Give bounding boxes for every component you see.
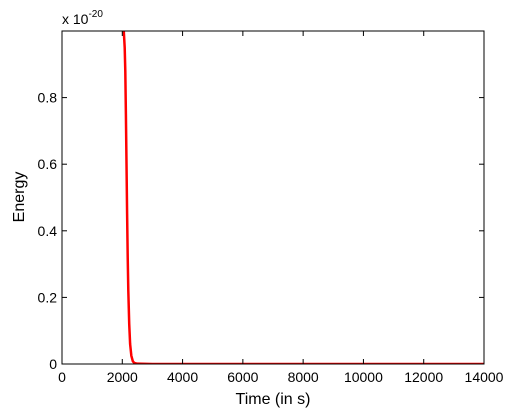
y-tick-label: 0 — [49, 356, 57, 372]
y-tick-label: 0.6 — [38, 156, 58, 172]
y-tick-label: 0.4 — [38, 223, 58, 239]
x-tick-label: 8000 — [288, 369, 319, 385]
x-tick-label: 14000 — [465, 369, 504, 385]
y-exponent-base: x 10 — [62, 11, 89, 27]
x-tick-label: 2000 — [107, 369, 138, 385]
y-exponent-label: x 10-20 — [62, 9, 103, 27]
y-axis-title: Energy — [11, 172, 28, 223]
x-tick-label: 6000 — [227, 369, 258, 385]
series-layer — [122, 31, 484, 364]
x-tick-label: 12000 — [404, 369, 443, 385]
x-axis: 0 2000 4000 6000 8000 10000 12000 14000 — [58, 31, 504, 385]
y-tick-label: 0.2 — [38, 289, 58, 305]
x-tick-label: 4000 — [167, 369, 198, 385]
x-axis-title: Time (in s) — [236, 391, 311, 408]
y-axis: 0 0.2 0.4 0.6 0.8 — [38, 90, 484, 372]
energy-series-line — [122, 31, 484, 364]
y-tick-label: 0.8 — [38, 90, 58, 106]
plot-frame — [61, 30, 485, 365]
x-tick-label: 0 — [58, 369, 66, 385]
x-tick-label: 10000 — [344, 369, 383, 385]
y-exponent-power: -20 — [88, 9, 103, 20]
